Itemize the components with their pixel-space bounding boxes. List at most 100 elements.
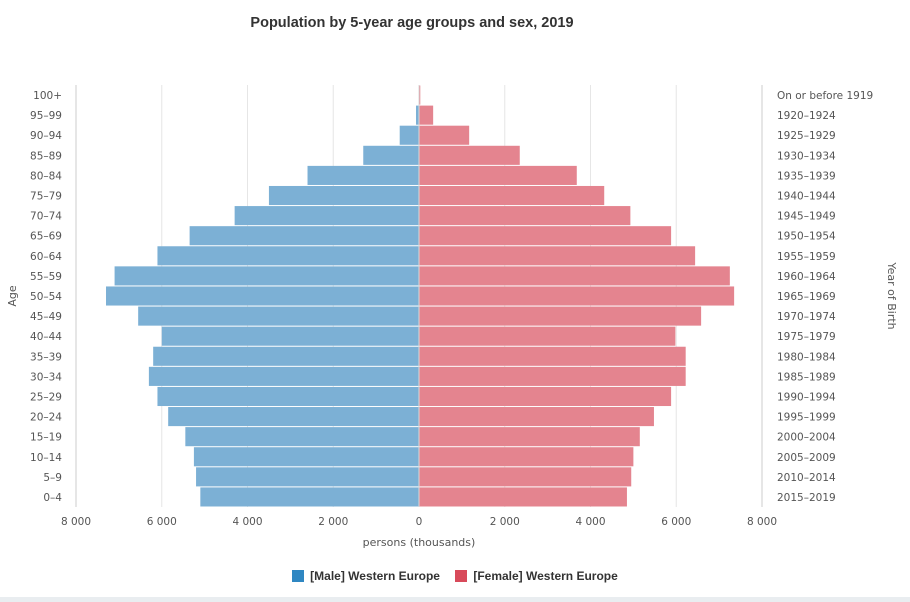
legend-swatch-female: [455, 570, 468, 582]
age-tick-label: 90–94: [30, 130, 62, 142]
male-bar: [200, 487, 419, 507]
male-bar: [114, 266, 420, 286]
female-bar: [419, 226, 672, 246]
male-bar: [138, 306, 419, 326]
female-bar: [419, 346, 686, 366]
age-tick-label: 80–84: [30, 170, 62, 182]
female-bar: [419, 165, 577, 185]
x-tick-label: 6 000: [661, 516, 691, 528]
birth-year-tick-label: 1925–1929: [777, 130, 836, 142]
age-tick-label: 50–54: [30, 291, 62, 303]
male-bar: [234, 206, 419, 226]
female-bar: [419, 185, 605, 206]
male-bar: [168, 407, 419, 427]
male-bar: [157, 246, 419, 266]
male-bar: [106, 286, 419, 306]
male-bar: [153, 346, 420, 366]
age-tick-label: 40–44: [30, 331, 62, 343]
birth-year-tick-label: 1940–1944: [777, 191, 836, 203]
y-axis-label-right: Year of Birth: [885, 261, 898, 329]
legend: [Male] Western Europe [Female] Western E…: [0, 569, 910, 585]
age-tick-label: 25–29: [30, 391, 62, 403]
male-bar: [157, 386, 419, 407]
male-bar: [268, 185, 419, 206]
y-axis-label-left: Age: [6, 285, 19, 307]
male-bar: [196, 467, 419, 487]
x-tick-label: 2 000: [318, 516, 348, 528]
birth-year-tick-label: 2010–2014: [777, 472, 836, 484]
legend-item-female[interactable]: [Female] Western Europe: [455, 569, 618, 583]
birth-year-tick-label: 2005–2009: [777, 452, 836, 464]
female-bar: [419, 286, 735, 306]
male-bar: [161, 326, 419, 346]
male-bar: [189, 226, 419, 246]
birth-year-tick-label: 1950–1954: [777, 231, 836, 243]
female-bar: [419, 105, 434, 125]
female-bar: [419, 407, 654, 427]
birth-year-tick-label: 1955–1959: [777, 251, 836, 263]
age-tick-label: 95–99: [30, 110, 62, 122]
x-tick-label: 6 000: [147, 516, 177, 528]
legend-label-male: [Male] Western Europe: [310, 569, 440, 583]
birth-year-tick-label: 1945–1949: [777, 211, 836, 223]
birth-year-tick-label: 1935–1939: [777, 170, 836, 182]
x-tick-label: 2 000: [490, 516, 520, 528]
age-tick-label: 55–59: [30, 271, 62, 283]
birth-year-tick-label: 1960–1964: [777, 271, 836, 283]
female-bar: [419, 447, 634, 467]
male-bar: [193, 447, 419, 467]
legend-label-female: [Female] Western Europe: [473, 569, 618, 583]
legend-swatch-male: [292, 570, 305, 582]
age-tick-label: 5–9: [43, 472, 62, 484]
x-tick-labels: 8 000 6 000 4 000 2 000 0 2 000 4 000 6 000 8 00…: [61, 516, 777, 528]
female-bar: [419, 306, 702, 326]
axes: [75, 85, 763, 507]
age-tick-label: 60–64: [30, 251, 62, 263]
female-bar: [419, 145, 520, 165]
birth-year-tick-label: 1920–1924: [777, 110, 836, 122]
age-tick-label: 20–24: [30, 412, 62, 424]
age-tick-label: 30–34: [30, 371, 62, 383]
male-bar: [148, 366, 419, 386]
birth-year-tick-label: 1930–1934: [777, 150, 836, 162]
birth-year-tick-label: 1990–1994: [777, 391, 836, 403]
birth-year-tick-label: 1985–1989: [777, 371, 836, 383]
birth-year-tick-label: 2015–2019: [777, 492, 836, 504]
bottom-strip: [0, 597, 910, 602]
female-bar: [419, 487, 627, 507]
birth-year-tick-label: 1995–1999: [777, 412, 836, 424]
birth-year-tick-label: 1965–1969: [777, 291, 836, 303]
female-bar: [419, 427, 640, 447]
age-tick-label: 10–14: [30, 452, 62, 464]
age-tick-label: 100+: [33, 90, 62, 102]
female-bar: [419, 467, 632, 487]
age-tick-label: 85–89: [30, 150, 62, 162]
age-tick-label: 70–74: [30, 211, 62, 223]
age-tick-label: 35–39: [30, 351, 62, 363]
age-tick-label: 65–69: [30, 231, 62, 243]
female-bar: [419, 206, 631, 226]
age-tick-label: 15–19: [30, 432, 62, 444]
x-axis-label: persons (thousands): [363, 536, 476, 549]
female-bar: [419, 326, 676, 346]
birth-year-tick-label: 1975–1979: [777, 331, 836, 343]
female-bar: [419, 85, 421, 105]
female-bar: [419, 125, 470, 145]
female-bar: [419, 366, 686, 386]
male-bar: [307, 165, 419, 185]
age-tick-labels: 100+ 95–99 90–94 85–89 80–84 75–79 70–74 65–69 6…: [30, 90, 62, 504]
age-tick-label: 0–4: [43, 492, 62, 504]
female-bars: [419, 85, 735, 507]
legend-item-male[interactable]: [Male] Western Europe: [292, 569, 440, 583]
birth-year-tick-labels: On or before 1919 1920–1924 1925–1929 1930–…: [777, 90, 873, 504]
male-bar: [185, 427, 419, 447]
x-tick-label: 8 000: [61, 516, 91, 528]
female-bar: [419, 246, 696, 266]
male-bars: [106, 85, 420, 507]
male-bar: [363, 145, 419, 165]
female-bar: [419, 386, 672, 407]
age-tick-label: 45–49: [30, 311, 62, 323]
female-bar: [419, 266, 730, 286]
birth-year-tick-label: 2000–2004: [777, 432, 836, 444]
